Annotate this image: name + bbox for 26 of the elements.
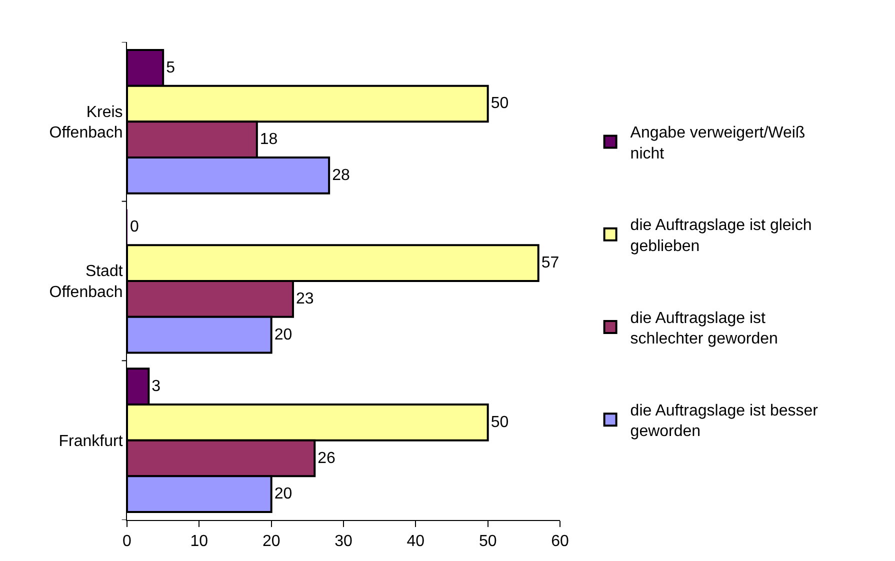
data-label: 0	[130, 218, 139, 236]
y-tick-label: Kreis Offenbach	[49, 104, 123, 142]
data-label: 20	[274, 326, 292, 344]
data-label: 50	[490, 95, 509, 112]
x-tick-label: 10	[190, 533, 208, 550]
data-label: 20	[274, 486, 292, 503]
data-label: 26	[318, 450, 336, 467]
x-tick-label: 20	[262, 533, 280, 550]
data-label: 23	[296, 290, 314, 308]
x-tick-label: 0	[122, 533, 132, 550]
data-label: 57	[541, 254, 560, 272]
data-label: 5	[166, 59, 176, 76]
data-label: 50	[490, 414, 509, 431]
x-tick-label: 40	[406, 533, 425, 550]
x-tick-label: 60	[551, 533, 569, 550]
legend-label: die Auftragslage ist besser geworden	[630, 402, 819, 440]
legend-label: die Auftragslage ist gleich geblieben	[630, 217, 812, 256]
legend-label: Angabe verweigert/Weiß nicht	[630, 124, 806, 162]
x-tick-label: 50	[478, 533, 497, 550]
data-label: 28	[332, 166, 350, 184]
data-label: 3	[152, 378, 161, 396]
y-tick-label: Frankfurt	[58, 432, 124, 450]
data-label: 18	[260, 131, 278, 148]
x-tick-label: 30	[334, 533, 352, 550]
y-tick-label: Stadt Offenbach	[49, 263, 124, 301]
legend-label: die Auftragslage ist schlechter geworden	[630, 310, 778, 348]
